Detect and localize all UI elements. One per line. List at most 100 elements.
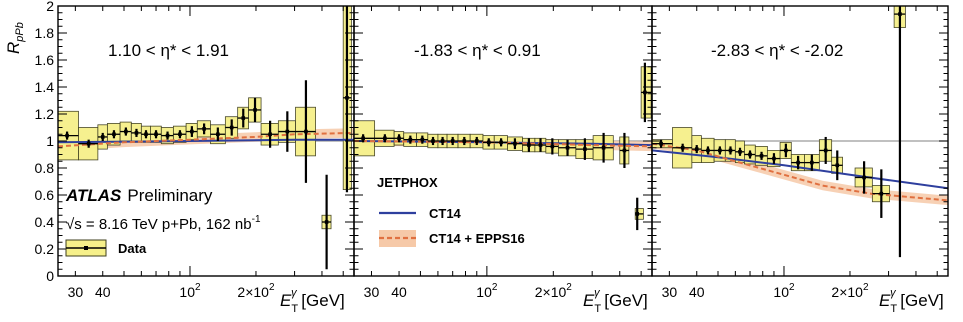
data-point — [486, 140, 491, 145]
data-point — [100, 135, 105, 139]
data-point — [718, 148, 722, 153]
x-tick-label: 40 — [689, 284, 705, 300]
y-tick-label: 0.8 — [35, 160, 55, 176]
data-point — [706, 148, 710, 153]
data-point — [124, 129, 128, 134]
panel-2: 30 40 102 2×102 — [353, 5, 653, 300]
data-point — [499, 140, 503, 145]
data-point — [462, 139, 467, 143]
energy-luminosity-label: √s = 8.16 TeV p+Pb, 162 nb-1 — [66, 214, 261, 233]
data-point — [728, 148, 733, 153]
panels-group: 30 40 102 2×102 0 0.2 0.4 0.6 0.8 1 1.2 1.4 1.6 1.8 2 3… — [35, 0, 949, 300]
y-tick-label: 1.8 — [35, 25, 55, 41]
data-point — [229, 125, 234, 130]
ct14-curve — [652, 149, 948, 190]
x-tick-label: 102 — [476, 282, 498, 300]
data-point — [65, 133, 69, 138]
atlas-label: ATLAS Preliminary — [65, 186, 213, 205]
data-point — [241, 116, 246, 120]
data-point — [862, 175, 866, 180]
y-tick-label: 1.4 — [35, 79, 55, 95]
data-point — [659, 141, 663, 146]
epps16-curve — [652, 142, 948, 202]
y-axis-label: RpPb — [4, 22, 26, 54]
data-point — [879, 191, 884, 196]
legend-data-marker — [84, 246, 88, 250]
data-point — [165, 133, 170, 138]
data-point — [680, 145, 685, 150]
data-point — [622, 148, 627, 153]
data-point — [345, 96, 349, 100]
data-point — [383, 136, 387, 141]
data-point — [112, 132, 116, 137]
legend-ct14-label: CT14 — [429, 206, 462, 221]
x-tick-label: 40 — [95, 284, 111, 300]
data-point — [178, 132, 182, 137]
data-point — [420, 137, 425, 142]
data-point — [772, 156, 776, 161]
data-point — [513, 141, 517, 146]
y-tick-label: 0.4 — [35, 214, 55, 230]
legend-ct14-epps16: CT14 + EPPS16 — [379, 230, 525, 247]
data-point — [440, 139, 445, 143]
data-point — [324, 220, 329, 224]
x-axis-label-3: ETγ [GeV] — [879, 287, 944, 315]
data-point — [527, 143, 531, 147]
y-tick-label: 1.6 — [35, 52, 55, 68]
data-point — [694, 147, 699, 151]
x-axis-label-2: ETγ [GeV] — [583, 287, 648, 315]
y-tick-label: 0.6 — [35, 187, 55, 203]
panel-plot-area — [58, 6, 354, 270]
y-tick-label: 0 — [46, 268, 54, 284]
data-point — [154, 132, 158, 137]
y-tick-label: 2 — [46, 0, 54, 14]
x-tick-label: 2×102 — [831, 282, 869, 300]
data-point — [474, 139, 479, 143]
data-point — [134, 131, 139, 135]
panel-3-eta-range: -2.83 < η* < -2.02 — [711, 41, 843, 60]
data-point — [550, 144, 555, 149]
data-point — [565, 145, 570, 150]
y-tick-label: 1 — [46, 133, 54, 149]
data-point — [810, 160, 814, 165]
panel-1-eta-range: 1.10 < η* < 1.91 — [108, 41, 229, 60]
data-point — [538, 143, 543, 147]
legend-data-label: Data — [118, 241, 147, 256]
x-tick-label: 30 — [364, 284, 380, 300]
text-overlay: RpPb ETγ [GeV] ETγ [GeV] ETγ [GeV] 1.10 … — [4, 22, 944, 315]
panel-3: 30 40 102 2×102 — [651, 5, 949, 300]
legend-ct14: CT14 — [379, 206, 462, 221]
data-point — [144, 132, 148, 137]
data-point — [601, 145, 606, 150]
data-point — [796, 160, 800, 165]
data-point — [835, 163, 840, 168]
panel-2-eta-range: -1.83 < η* < 0.91 — [414, 41, 541, 60]
x-tick-label: 40 — [391, 284, 407, 300]
data-point — [748, 152, 752, 157]
data-point — [738, 150, 742, 154]
legend-ct14-epps16-label: CT14 + EPPS16 — [429, 231, 525, 246]
data-point — [285, 129, 290, 134]
legend-theory-title: JETPHOX — [377, 175, 438, 190]
data-point — [583, 147, 587, 151]
data-point — [397, 136, 401, 141]
data-point — [784, 148, 788, 153]
legend-data: Data — [65, 239, 147, 257]
x-tick-label: 102 — [773, 282, 795, 300]
data-point — [450, 139, 455, 143]
data-point — [202, 127, 206, 131]
y-tick-label: 1.2 — [35, 106, 55, 122]
data-point — [361, 136, 365, 141]
y-tick-label: 0.2 — [35, 241, 55, 257]
x-tick-label: 2×102 — [535, 282, 573, 300]
data-point — [304, 129, 308, 134]
data-point — [268, 132, 272, 137]
data-point — [898, 12, 902, 16]
data-point — [643, 90, 647, 95]
panel-plot-area — [354, 62, 652, 231]
data-point — [86, 141, 91, 146]
panel-plot-area — [652, 6, 948, 258]
data-point — [759, 154, 764, 158]
data-point — [216, 132, 220, 137]
